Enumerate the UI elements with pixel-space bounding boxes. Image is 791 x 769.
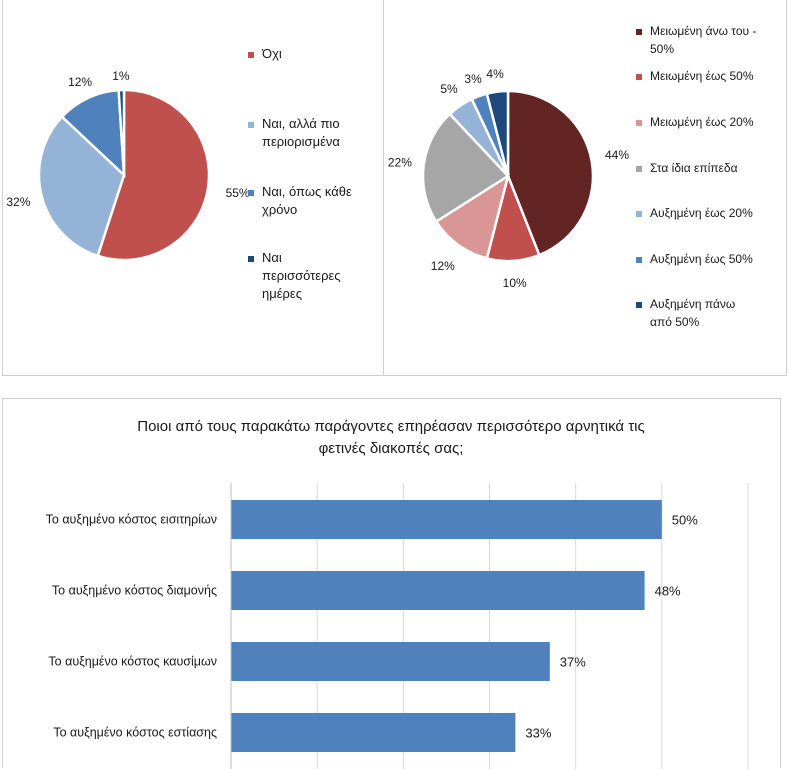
pie1-slice-1 (37, 115, 126, 258)
pie1-legend-label-2: Ναι, όπως κάθε χρόνο (262, 184, 352, 217)
pie1-legend-swatch-3 (248, 256, 254, 262)
bar-chart-title: Ποιοι από τους παρακάτω παράγοντες επηρέ… (137, 418, 645, 457)
pie-chart-panel-2: 44% 10% 12% 22% 5% 3% 4% Μειωμένη άνω του -50% Μ… (383, 0, 787, 376)
pie1-legend-label-0: Όχι (261, 46, 282, 61)
pie2-slice-6 (485, 89, 510, 177)
pie1-value-label-3: 1% (112, 69, 130, 83)
pie2-legend-swatch-1 (636, 74, 642, 80)
pie1-legend-swatch-1 (248, 122, 254, 128)
bar-category-label-0: Το αυξημένο κόστος εισιτηρίων (46, 513, 217, 527)
pie2-value-label-6: 4% (486, 67, 504, 81)
bar-2 (231, 642, 550, 681)
pie2-legend-swatch-0 (636, 29, 642, 35)
pie2-legend-swatch-6 (636, 302, 642, 308)
bar-value-label-2: 37% (560, 655, 586, 670)
pie2-legend-label-0: Μειωμένη άνω του -50% (650, 24, 756, 56)
pie2-legend-label-3: Στα ίδια επίπεδα (650, 161, 738, 175)
pie2-value-label-3: 22% (388, 155, 412, 169)
pie2-legend-swatch-5 (636, 257, 642, 263)
pie1-legend-label-3: Ναι περισσότερες ημέρες (262, 250, 341, 301)
pie2-value-label-2: 12% (431, 259, 455, 273)
pie-chart-2: 44% 10% 12% 22% 5% 3% 4% Μειωμένη άνω του -50% Μ… (388, 24, 757, 329)
bar-category-label-2: Το αυξημένο κόστος καυσίμων (48, 655, 217, 669)
bar-value-label-3: 33% (525, 726, 551, 741)
pie2-legend-label-1: Μειωμένη έως 50% (650, 69, 754, 83)
pie-chart-panel-1: 55% 32% 12% 1% Όχι Ναι, αλλά πιο περιορισμένα Ν… (2, 0, 384, 376)
pie2-slice-0 (506, 89, 595, 257)
pie2-legend-swatch-3 (636, 166, 642, 172)
pie1-legend-label-1: Ναι, αλλά πιο περιορισμένα (262, 116, 340, 149)
pie2-legend-swatch-2 (636, 120, 642, 126)
bar-chart: Ποιοι από τους παρακάτω παράγοντες επηρέ… (46, 418, 749, 769)
pie1-value-label-1: 32% (6, 195, 30, 209)
pie1-value-label-0: 55% (226, 186, 250, 200)
bar-0 (231, 500, 662, 539)
pie2-value-label-4: 5% (440, 82, 458, 96)
pie2-legend-label-6: Αυξημένη πάνω από 50% (650, 297, 735, 329)
pie1-legend-swatch-2 (248, 190, 254, 196)
bar-1 (231, 571, 645, 610)
pie2-value-label-5: 3% (464, 72, 482, 86)
pie1-legend-swatch-0 (248, 52, 254, 58)
pie-chart-1: 55% 32% 12% 1% Όχι Ναι, αλλά πιο περιορισμένα Ν… (6, 46, 352, 301)
pie1-value-label-2: 12% (68, 75, 92, 89)
pie2-legend-label-2: Μειωμένη έως 20% (650, 115, 754, 129)
pie2-value-label-0: 44% (605, 148, 629, 162)
bar-chart-panel: Ποιοι από τους παρακάτω παράγοντες επηρέ… (2, 398, 781, 769)
pie1-slice-0 (96, 88, 211, 262)
bar-value-label-1: 48% (655, 584, 681, 599)
pie2-slice-3 (421, 112, 510, 224)
bar-value-label-0: 50% (672, 513, 698, 528)
bar-3 (231, 713, 516, 752)
pie1-slice-3 (117, 88, 126, 176)
pie2-legend-label-5: Αυξημένη έως 50% (650, 252, 753, 266)
pie2-value-label-1: 10% (503, 276, 527, 290)
pie2-legend-label-4: Αυξημένη έως 20% (650, 206, 753, 220)
bar-category-label-3: Το αυξημένο κόστος εστίασης (53, 726, 217, 740)
bar-category-label-1: Το αυξημένο κόστος διαμονής (52, 584, 217, 598)
pie2-legend-swatch-4 (636, 211, 642, 217)
